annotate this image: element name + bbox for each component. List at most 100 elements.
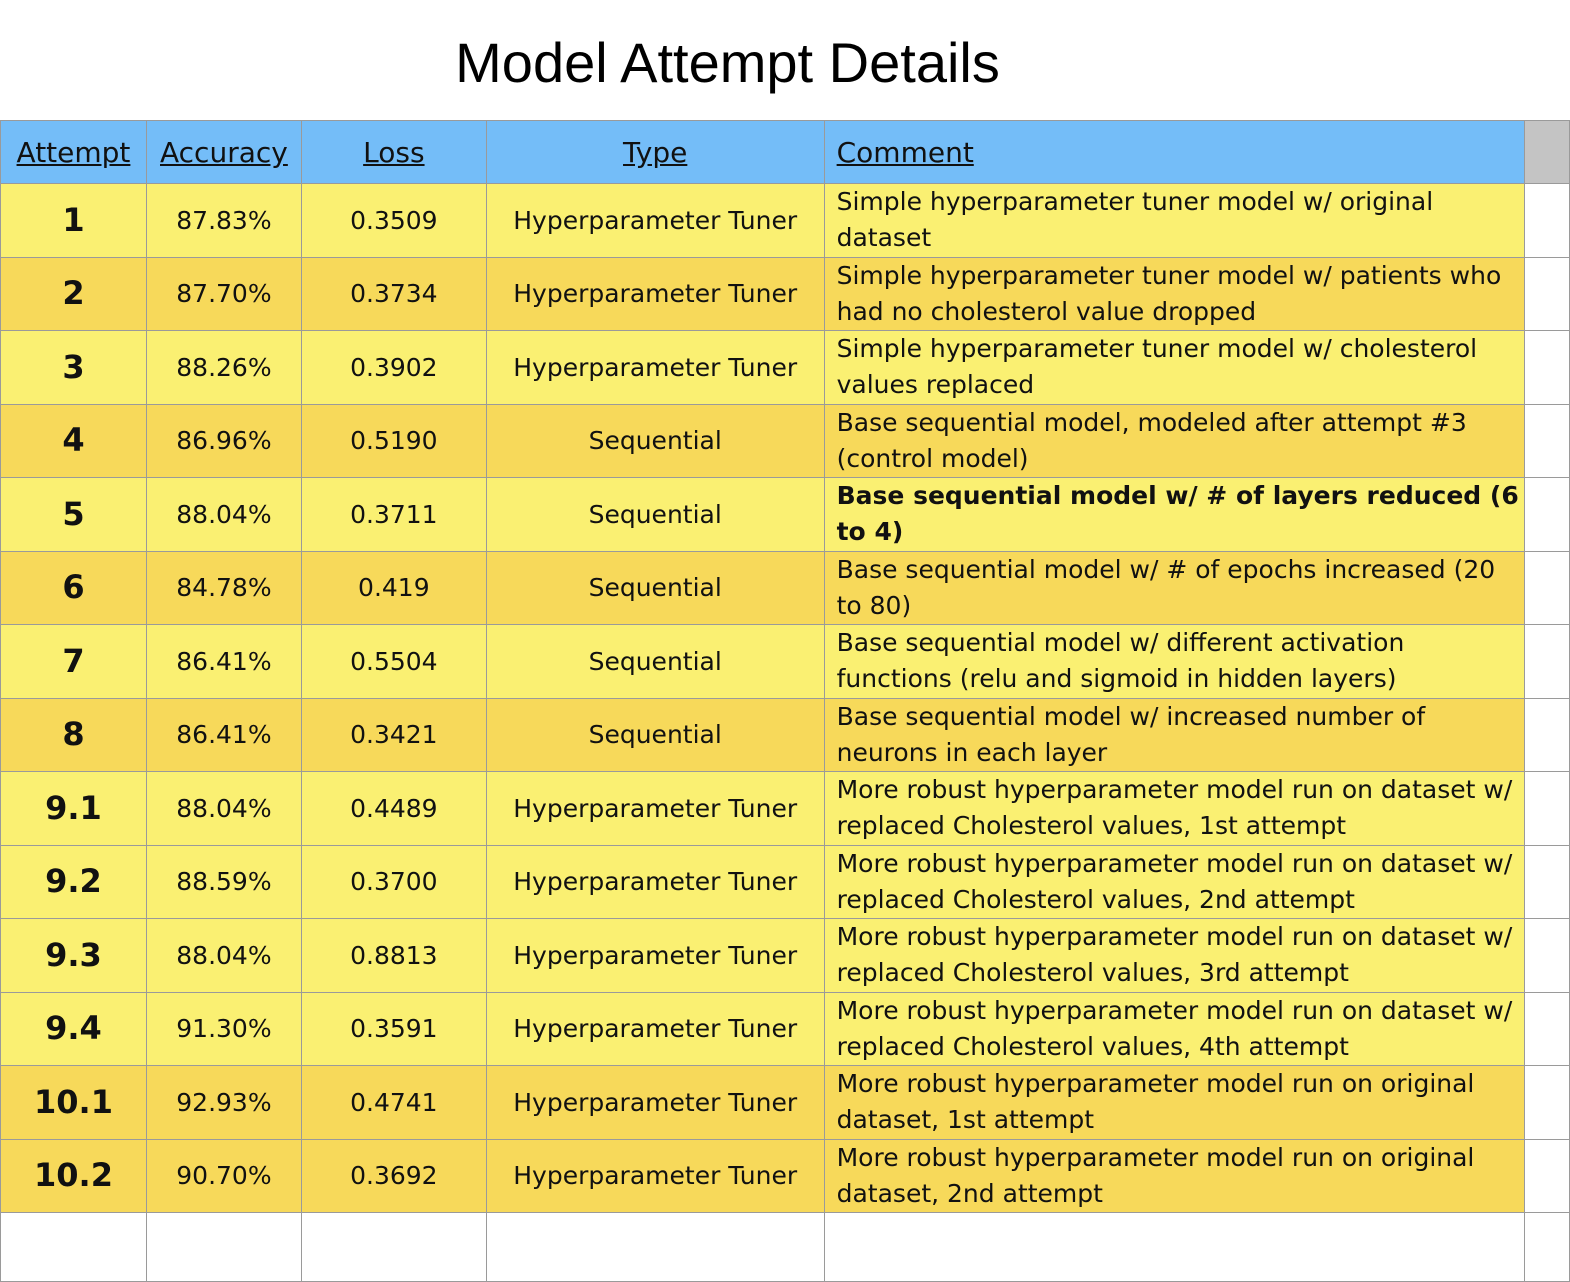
cell-accuracy[interactable]: 88.26%	[145, 330, 302, 405]
empty-cell[interactable]	[300, 1212, 487, 1282]
cell-comment[interactable]: More robust hyperparameter model run on …	[823, 771, 1526, 846]
cell-spare[interactable]	[1524, 256, 1570, 331]
table-row: 5 88.04% 0.3711 Sequential Base sequenti…	[0, 477, 1570, 552]
cell-loss[interactable]: 0.3700	[300, 844, 487, 919]
cell-attempt[interactable]: 2	[0, 256, 147, 331]
empty-cell[interactable]	[1524, 1212, 1570, 1282]
cell-comment[interactable]: Base sequential model w/ increased numbe…	[823, 697, 1526, 772]
cell-loss[interactable]: 0.3509	[300, 183, 487, 258]
cell-loss[interactable]: 0.5190	[300, 403, 487, 478]
cell-spare[interactable]	[1524, 771, 1570, 846]
cell-spare[interactable]	[1524, 183, 1570, 258]
cell-loss[interactable]: 0.3591	[300, 991, 487, 1066]
cell-type[interactable]: Sequential	[485, 697, 825, 772]
cell-accuracy[interactable]: 87.83%	[145, 183, 302, 258]
cell-spare[interactable]	[1524, 550, 1570, 625]
cell-comment[interactable]: Base sequential model, modeled after att…	[823, 403, 1526, 478]
header-spare-cell[interactable]	[1524, 120, 1570, 184]
cell-spare[interactable]	[1524, 403, 1570, 478]
cell-accuracy[interactable]: 86.41%	[145, 697, 302, 772]
cell-accuracy[interactable]: 92.93%	[145, 1065, 302, 1140]
cell-type[interactable]: Hyperparameter Tuner	[485, 183, 825, 258]
cell-comment[interactable]: Simple hyperparameter tuner model w/ cho…	[823, 330, 1526, 405]
cell-accuracy[interactable]: 87.70%	[145, 256, 302, 331]
cell-loss[interactable]: 0.4741	[300, 1065, 487, 1140]
table-row: 3 88.26% 0.3902 Hyperparameter Tuner Sim…	[0, 330, 1570, 405]
cell-attempt[interactable]: 3	[0, 330, 147, 405]
table-row: 9.1 88.04% 0.4489 Hyperparameter Tuner M…	[0, 771, 1570, 846]
cell-type[interactable]: Hyperparameter Tuner	[485, 918, 825, 993]
cell-spare[interactable]	[1524, 844, 1570, 919]
cell-spare[interactable]	[1524, 624, 1570, 699]
header-type[interactable]: Type	[485, 120, 825, 184]
cell-loss[interactable]: 0.4489	[300, 771, 487, 846]
cell-loss[interactable]: 0.3734	[300, 256, 487, 331]
cell-spare[interactable]	[1524, 330, 1570, 405]
cell-attempt[interactable]: 5	[0, 477, 147, 552]
table-row: 6 84.78% 0.419 Sequential Base sequentia…	[0, 550, 1570, 625]
table-row: 9.3 88.04% 0.8813 Hyperparameter Tuner M…	[0, 918, 1570, 993]
cell-attempt[interactable]: 1	[0, 183, 147, 258]
cell-spare[interactable]	[1524, 477, 1570, 552]
cell-accuracy[interactable]: 86.41%	[145, 624, 302, 699]
cell-spare[interactable]	[1524, 1065, 1570, 1140]
cell-attempt[interactable]: 9.1	[0, 771, 147, 846]
cell-attempt[interactable]: 10.1	[0, 1065, 147, 1140]
cell-loss[interactable]: 0.8813	[300, 918, 487, 993]
cell-type[interactable]: Sequential	[485, 477, 825, 552]
cell-comment[interactable]: Base sequential model w/ # of epochs inc…	[823, 550, 1526, 625]
cell-accuracy[interactable]: 91.30%	[145, 991, 302, 1066]
cell-comment[interactable]: Simple hyperparameter tuner model w/ ori…	[823, 183, 1526, 258]
cell-attempt[interactable]: 8	[0, 697, 147, 772]
cell-type[interactable]: Hyperparameter Tuner	[485, 991, 825, 1066]
cell-spare[interactable]	[1524, 697, 1570, 772]
cell-type[interactable]: Sequential	[485, 403, 825, 478]
empty-cell[interactable]	[823, 1212, 1526, 1282]
cell-spare[interactable]	[1524, 918, 1570, 993]
cell-loss[interactable]: 0.3711	[300, 477, 487, 552]
cell-comment[interactable]: Base sequential model w/ different activ…	[823, 624, 1526, 699]
cell-comment[interactable]: More robust hyperparameter model run on …	[823, 991, 1526, 1066]
header-attempt[interactable]: Attempt	[0, 120, 147, 184]
cell-type[interactable]: Hyperparameter Tuner	[485, 256, 825, 331]
cell-type[interactable]: Sequential	[485, 624, 825, 699]
cell-type[interactable]: Sequential	[485, 550, 825, 625]
cell-loss[interactable]: 0.3421	[300, 697, 487, 772]
table-row: 2 87.70% 0.3734 Hyperparameter Tuner Sim…	[0, 256, 1570, 331]
cell-attempt[interactable]: 4	[0, 403, 147, 478]
cell-type[interactable]: Hyperparameter Tuner	[485, 771, 825, 846]
table-row: 8 86.41% 0.3421 Sequential Base sequenti…	[0, 697, 1570, 772]
cell-type[interactable]: Hyperparameter Tuner	[485, 1065, 825, 1140]
cell-loss[interactable]: 0.3902	[300, 330, 487, 405]
cell-loss[interactable]: 0.5504	[300, 624, 487, 699]
header-loss[interactable]: Loss	[300, 120, 487, 184]
cell-comment[interactable]: More robust hyperparameter model run on …	[823, 844, 1526, 919]
cell-accuracy[interactable]: 86.96%	[145, 403, 302, 478]
cell-comment[interactable]: More robust hyperparameter model run on …	[823, 1065, 1526, 1140]
cell-accuracy[interactable]: 88.59%	[145, 844, 302, 919]
cell-accuracy[interactable]: 88.04%	[145, 918, 302, 993]
attempts-table: Attempt Accuracy Loss Type Comment 1 87.…	[0, 120, 1570, 1282]
table-row: 7 86.41% 0.5504 Sequential Base sequenti…	[0, 624, 1570, 699]
header-comment[interactable]: Comment	[823, 120, 1526, 184]
empty-cell[interactable]	[485, 1212, 825, 1282]
cell-attempt[interactable]: 9.4	[0, 991, 147, 1066]
cell-comment[interactable]: More robust hyperparameter model run on …	[823, 918, 1526, 993]
cell-attempt[interactable]: 9.3	[0, 918, 147, 993]
cell-type[interactable]: Hyperparameter Tuner	[485, 330, 825, 405]
cell-spare[interactable]	[1524, 991, 1570, 1066]
cell-accuracy[interactable]: 88.04%	[145, 477, 302, 552]
cell-attempt[interactable]: 9.2	[0, 844, 147, 919]
header-accuracy[interactable]: Accuracy	[145, 120, 302, 184]
cell-comment[interactable]: Base sequential model w/ # of layers red…	[823, 477, 1526, 552]
cell-accuracy[interactable]: 88.04%	[145, 771, 302, 846]
cell-loss[interactable]: 0.419	[300, 550, 487, 625]
cell-accuracy[interactable]: 84.78%	[145, 550, 302, 625]
cell-type[interactable]: Hyperparameter Tuner	[485, 844, 825, 919]
empty-cell[interactable]	[145, 1212, 302, 1282]
cell-attempt[interactable]: 6	[0, 550, 147, 625]
cell-comment[interactable]: Simple hyperparameter tuner model w/ pat…	[823, 256, 1526, 331]
cell-attempt[interactable]: 7	[0, 624, 147, 699]
empty-cell[interactable]	[0, 1212, 147, 1282]
table-body: 1 87.83% 0.3509 Hyperparameter Tuner Sim…	[0, 183, 1570, 1282]
